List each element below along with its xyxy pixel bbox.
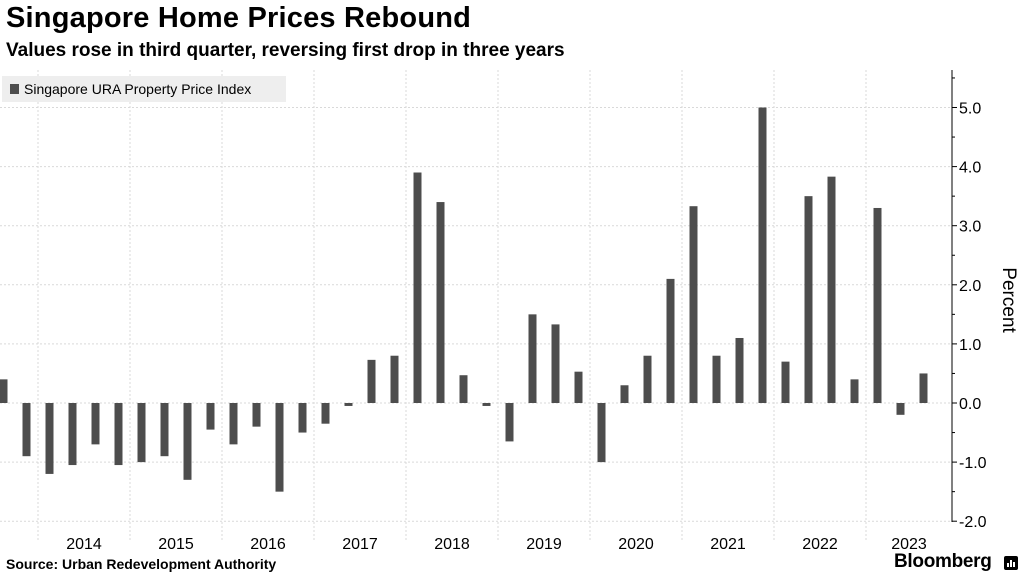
y-axis-label: Percent xyxy=(998,267,1019,333)
bar xyxy=(459,375,468,403)
bar xyxy=(781,361,790,403)
bar xyxy=(758,107,767,403)
bar xyxy=(436,202,445,403)
y-axis: -2.0 -1.0 0.0 1.0 2.0 3.0 4.0 5.0 xyxy=(951,70,987,531)
legend: Singapore URA Property Price Index xyxy=(2,76,286,102)
bar xyxy=(712,355,721,403)
bar xyxy=(597,403,606,463)
x-tick-label: 2020 xyxy=(618,536,654,553)
x-tick-label: 2018 xyxy=(434,536,470,553)
bar xyxy=(896,403,905,415)
y-tick-label: 1.0 xyxy=(959,337,981,354)
bloomberg-terminal-icon xyxy=(1004,556,1018,570)
y-tick-label: -2.0 xyxy=(959,514,987,531)
brand-logo: Bloomberg xyxy=(894,551,992,572)
bar xyxy=(229,403,238,445)
bar xyxy=(390,355,399,403)
legend-label: Singapore URA Property Price Index xyxy=(24,81,251,97)
legend-box xyxy=(2,76,286,102)
bar xyxy=(505,403,514,442)
bar xyxy=(275,403,284,492)
bar xyxy=(68,403,77,466)
x-tick-label: 2019 xyxy=(526,536,562,553)
y-tick-label: 2.0 xyxy=(959,278,981,295)
x-tick-label: 2021 xyxy=(710,536,746,553)
bar xyxy=(22,403,31,457)
bar xyxy=(91,403,100,445)
x-tick-label: 2023 xyxy=(891,536,927,553)
source-note: Source: Urban Redevelopment Authority xyxy=(6,556,277,572)
bars xyxy=(0,107,928,492)
x-tick-label: 2022 xyxy=(802,536,838,553)
bar xyxy=(528,314,537,403)
x-tick-label: 2017 xyxy=(342,536,378,553)
bar xyxy=(873,207,882,403)
bar xyxy=(367,359,376,403)
bar xyxy=(114,403,123,466)
x-tick-label: 2015 xyxy=(158,536,194,553)
bar xyxy=(735,337,744,403)
bar xyxy=(206,403,215,430)
y-tick-label: 5.0 xyxy=(959,101,981,118)
bar xyxy=(183,403,192,480)
bar xyxy=(298,403,307,433)
bar xyxy=(827,176,836,403)
y-tick-label: -1.0 xyxy=(959,455,987,472)
bar xyxy=(0,379,8,403)
bar xyxy=(620,385,629,403)
grid-lines xyxy=(0,70,952,542)
bar xyxy=(344,403,353,406)
bar xyxy=(919,373,928,403)
bar xyxy=(804,196,813,403)
bar xyxy=(482,403,491,406)
bar xyxy=(574,371,583,403)
bar xyxy=(160,403,169,457)
x-tick-label: 2014 xyxy=(66,536,102,553)
bar xyxy=(45,403,54,474)
bar xyxy=(643,355,652,403)
y-tick-label: 4.0 xyxy=(959,160,981,177)
chart-title: Singapore Home Prices Rebound xyxy=(6,2,472,34)
x-tick-label: 2016 xyxy=(250,536,286,553)
bar xyxy=(137,403,146,463)
bar xyxy=(689,206,698,403)
bar xyxy=(551,324,560,403)
bar xyxy=(413,172,422,403)
y-tick-label: 0.0 xyxy=(959,396,981,413)
y-tick-label: 3.0 xyxy=(959,219,981,236)
bar xyxy=(252,403,261,427)
x-axis-labels: 2014 2015 2016 2017 2018 2019 2020 2021 2022 2023 xyxy=(66,536,927,553)
bar xyxy=(850,379,859,403)
bar xyxy=(666,278,675,403)
legend-swatch xyxy=(10,84,19,94)
bar xyxy=(321,403,330,424)
chart-subtitle: Values rose in third quarter, reversing … xyxy=(6,40,565,61)
